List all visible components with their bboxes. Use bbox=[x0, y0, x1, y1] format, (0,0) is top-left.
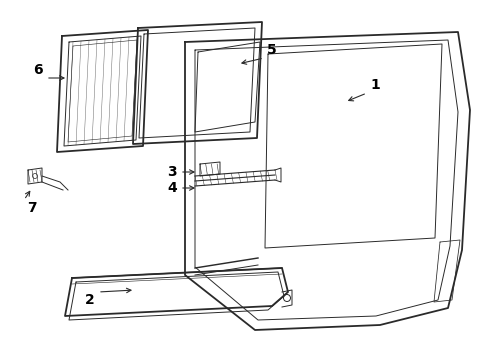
Text: 3: 3 bbox=[167, 165, 177, 179]
Text: 1: 1 bbox=[370, 78, 380, 92]
Text: 4: 4 bbox=[167, 181, 177, 195]
Text: 5: 5 bbox=[267, 43, 277, 57]
Text: 2: 2 bbox=[85, 293, 95, 307]
Text: 6: 6 bbox=[33, 63, 43, 77]
Text: 7: 7 bbox=[27, 201, 37, 215]
